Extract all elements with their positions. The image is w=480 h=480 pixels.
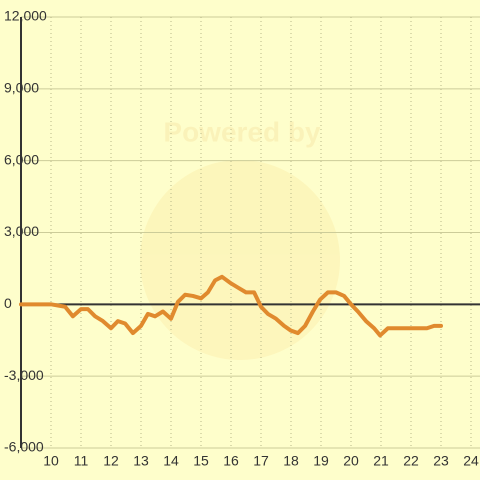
- x-tick-label: 21: [373, 453, 389, 469]
- x-tick-label: 18: [283, 453, 299, 469]
- y-tick-label: 0: [4, 295, 12, 311]
- x-tick-label: 12: [103, 453, 119, 469]
- x-tick-label: 19: [313, 453, 329, 469]
- x-tick-label: 14: [163, 453, 179, 469]
- x-tick-label: 13: [133, 453, 149, 469]
- watermark-text: Powered by: [163, 116, 321, 147]
- x-tick-label: 17: [253, 453, 269, 469]
- x-tick-label: 23: [433, 453, 449, 469]
- watermark: Powered by: [140, 116, 340, 360]
- y-tick-label: -3,000: [4, 367, 44, 383]
- x-tick-label: 15: [193, 453, 209, 469]
- x-tick-label: 10: [43, 453, 59, 469]
- x-tick-label: 11: [74, 453, 89, 469]
- watermark-logo: [140, 160, 340, 360]
- series-line: [19, 274, 443, 338]
- grid: [21, 16, 480, 449]
- x-tick-label: 20: [343, 453, 359, 469]
- x-tick-label: 24: [463, 453, 479, 469]
- x-tick-label: 16: [223, 453, 239, 469]
- y-tick-label: 12,000: [4, 8, 47, 24]
- x-tick-label: 22: [403, 453, 419, 469]
- y-tick-label: -6,000: [4, 439, 44, 455]
